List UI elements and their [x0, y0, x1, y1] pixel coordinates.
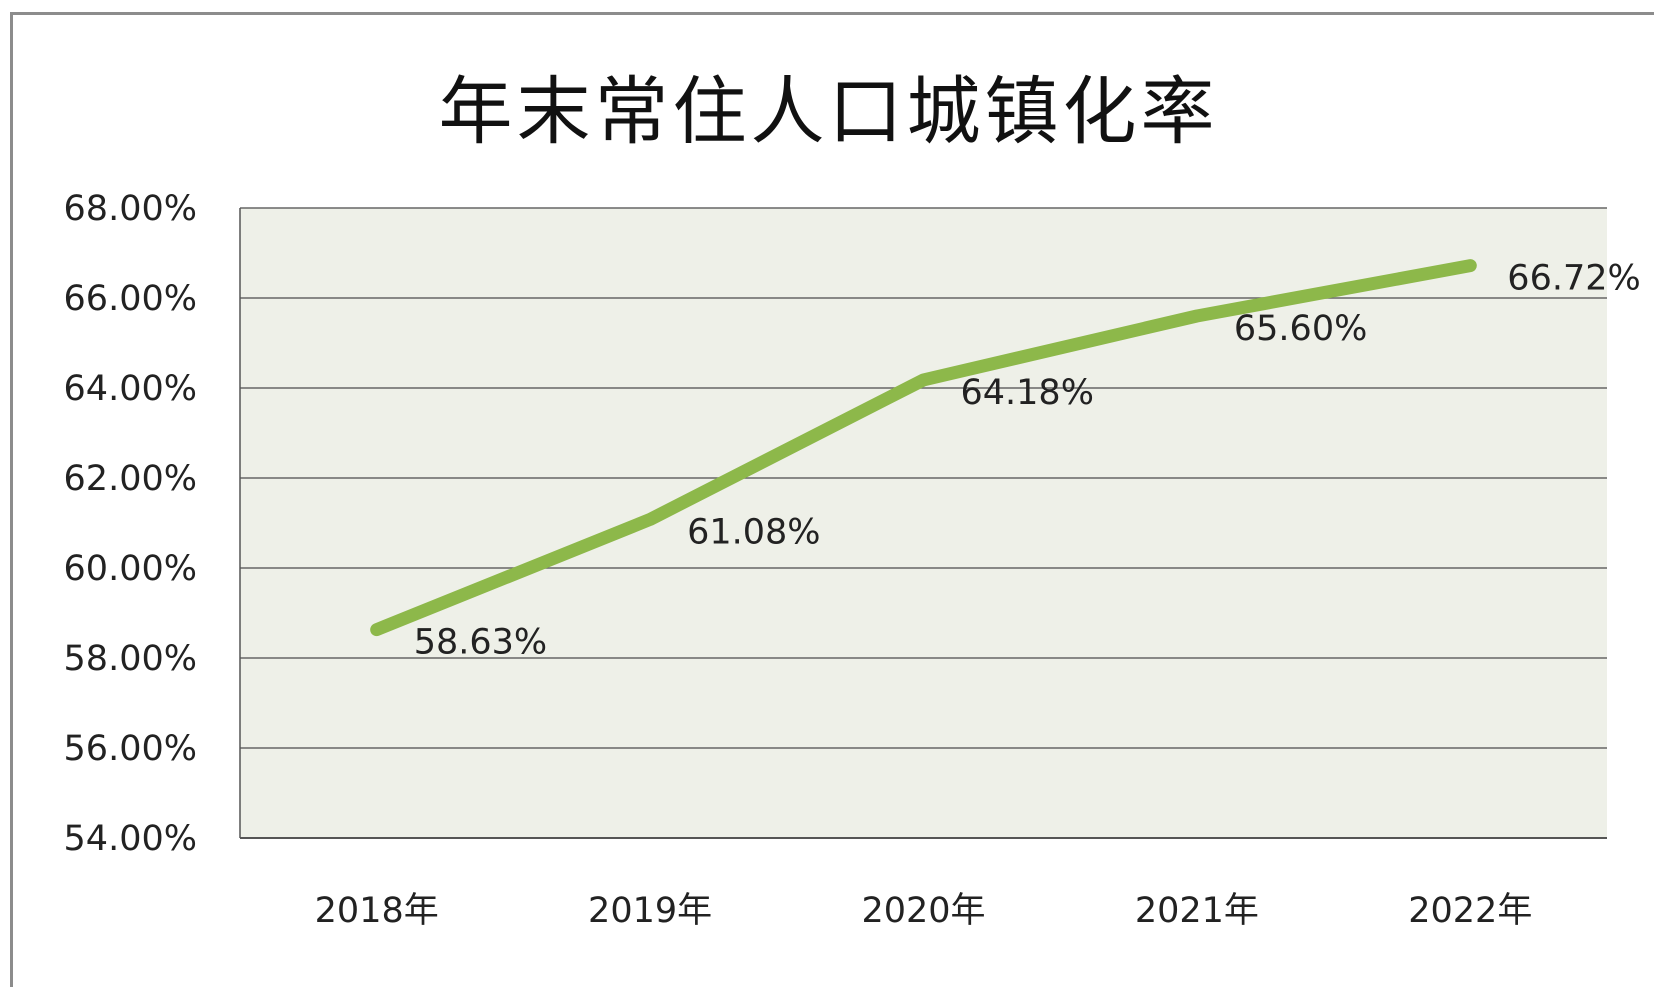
x-tick-label: 2020年 [861, 891, 985, 931]
plot-area [240, 208, 1607, 838]
y-tick-label: 62.00% [64, 459, 197, 499]
data-label: 65.60% [1234, 309, 1367, 349]
x-tick-label: 2018年 [315, 891, 439, 931]
x-tick-label: 2019年 [588, 891, 712, 931]
y-tick-label: 56.00% [64, 729, 197, 769]
y-tick-label: 64.00% [64, 369, 197, 409]
y-tick-label: 66.00% [64, 279, 197, 319]
y-tick-label: 54.00% [64, 819, 197, 859]
y-tick-label: 60.00% [64, 549, 197, 589]
data-label: 64.18% [961, 373, 1094, 413]
y-tick-label: 58.00% [64, 639, 197, 679]
x-tick-label: 2022年 [1408, 891, 1532, 931]
y-tick-label: 68.00% [64, 189, 197, 229]
data-label: 66.72% [1507, 259, 1640, 299]
data-label: 58.63% [414, 623, 547, 663]
data-label: 61.08% [687, 512, 820, 552]
x-tick-label: 2021年 [1135, 891, 1259, 931]
